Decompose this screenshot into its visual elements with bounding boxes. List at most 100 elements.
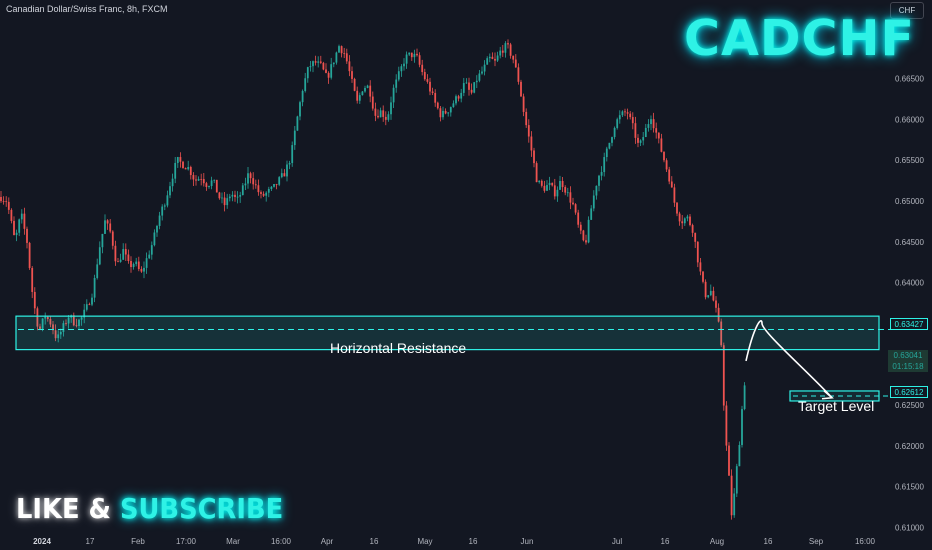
candles-layer: [0, 39, 746, 520]
candle-body: [507, 43, 509, 45]
candle-body: [650, 119, 652, 125]
candle-body: [39, 326, 41, 329]
candle-body: [364, 87, 366, 92]
candle-body: [491, 56, 494, 59]
candle-body: [572, 202, 574, 205]
candle-body: [590, 208, 593, 220]
candle-body: [119, 259, 122, 262]
candle-body: [280, 173, 283, 178]
candle-body: [616, 119, 619, 128]
candle-body: [226, 198, 229, 206]
candle-body: [158, 215, 161, 226]
candle-body: [286, 164, 288, 177]
currency-selector[interactable]: CHF: [890, 2, 924, 19]
candle-body: [210, 180, 213, 187]
candle-body: [132, 264, 135, 268]
candle-body: [517, 67, 520, 82]
candle-body: [642, 137, 645, 141]
symbol-title[interactable]: Canadian Dollar/Swiss Franc, 8h, FXCM: [6, 4, 168, 14]
candle-body: [169, 186, 171, 196]
candle-body: [566, 192, 569, 194]
candle-body: [192, 175, 195, 180]
candle-body: [683, 218, 686, 224]
candle-body: [13, 220, 15, 236]
candle-body: [166, 195, 169, 206]
x-tick-label: Sep: [809, 537, 824, 546]
candle-body: [260, 192, 262, 194]
candle-body: [699, 262, 702, 272]
candle-body: [431, 91, 434, 93]
candle-body: [137, 261, 140, 270]
candle-body: [189, 166, 192, 176]
candle-body: [504, 43, 507, 53]
candle-body: [486, 58, 489, 65]
candle-body: [442, 110, 444, 118]
candle-body: [514, 59, 517, 68]
candle-body: [213, 179, 216, 181]
candle-body: [728, 445, 730, 476]
candle-body: [78, 319, 80, 326]
candle-body: [468, 82, 470, 90]
candle-body: [390, 102, 392, 115]
candle-body: [488, 56, 491, 59]
candle-body: [231, 194, 234, 197]
candle-body: [481, 71, 483, 74]
candle-body: [439, 108, 442, 118]
candle-body: [613, 127, 616, 138]
candle-body: [23, 213, 26, 229]
candle-body: [538, 180, 541, 183]
candle-body: [239, 195, 242, 197]
candle-body: [429, 81, 431, 92]
candle-body: [124, 249, 127, 255]
candle-body: [618, 115, 621, 120]
candle-body: [117, 261, 119, 263]
candle-body: [317, 61, 320, 63]
candle-body: [10, 209, 13, 221]
candle-body: [670, 181, 673, 188]
candle-body: [163, 205, 166, 207]
candle-body: [72, 315, 75, 326]
candle-body: [621, 111, 624, 116]
candle-body: [579, 224, 582, 231]
candle-body: [600, 172, 603, 176]
candle-body: [202, 179, 205, 184]
candle-body: [483, 64, 486, 72]
candle-body: [603, 157, 606, 173]
zones-layer: [15, 315, 890, 402]
candle-body: [587, 219, 590, 243]
candle-body: [743, 385, 746, 410]
candle-body: [46, 316, 49, 320]
candle-body: [62, 323, 65, 332]
y-tick-label: 0.65500: [895, 156, 924, 165]
candle-body: [436, 102, 439, 109]
candle-body: [330, 64, 333, 78]
candle-body: [462, 83, 465, 93]
candle-body: [309, 66, 312, 68]
candle-body: [293, 130, 296, 146]
y-tick-label: 0.61500: [895, 483, 924, 492]
x-tick-label: Mar: [226, 537, 240, 546]
candle-body: [104, 220, 106, 234]
candle-body: [564, 187, 567, 193]
candle-body: [496, 55, 499, 61]
candle-body: [501, 50, 504, 53]
resistance-price-tag: 0.63427: [890, 318, 928, 330]
y-tick-label: 0.62500: [895, 401, 924, 410]
candle-body: [416, 53, 418, 56]
candle-body: [371, 96, 374, 109]
candle-body: [338, 46, 340, 53]
candle-body: [608, 142, 611, 149]
resistance-zone: [15, 315, 880, 351]
candle-body: [241, 185, 244, 196]
y-tick-label: 0.61000: [895, 524, 924, 533]
candle-body: [530, 136, 533, 151]
candle-body: [52, 324, 54, 331]
x-tick-label: 16: [469, 537, 478, 546]
candle-body: [278, 177, 281, 185]
candle-body: [561, 180, 564, 188]
candle-body: [696, 241, 699, 263]
candle-body: [140, 269, 143, 272]
x-tick-label: Aug: [710, 537, 724, 546]
candle-body: [176, 157, 179, 163]
